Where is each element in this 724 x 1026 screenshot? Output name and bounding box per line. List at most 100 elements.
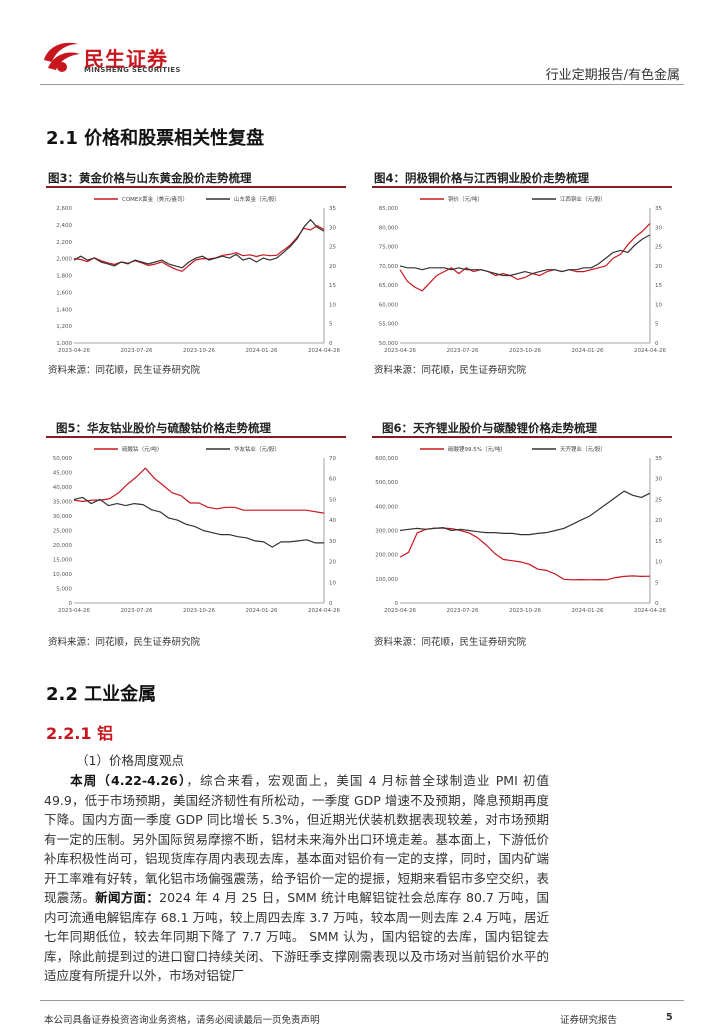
section-title-2-1: 2.1 价格和股票相关性复盘 (46, 128, 265, 149)
chart-copper-vs-jiangxi-copper: 50,000 55,000 60,000 65,000 70,000 75,000 80,0… (379, 195, 667, 354)
y-right-tick-label: 60 (329, 477, 336, 483)
y-left-tick-label: 60,000 (379, 302, 399, 308)
y-right-tick-label: 20 (329, 560, 336, 566)
figure-6-bar (372, 436, 672, 438)
y-left-tick-label: 2,600 (56, 206, 72, 212)
paragraph-lead: 本周（4.22-4.26） (69, 773, 187, 788)
y-right-tick-label: 20 (655, 518, 662, 524)
x-tick-label: 2024-01-26 (246, 608, 278, 614)
figure-4-source: 资料来源：同花顺，民生证券研究院 (374, 365, 527, 376)
x-tick-label: 2023-07-26 (447, 608, 479, 614)
footer-divider (40, 1000, 684, 1001)
y-left-tick-label: 70,000 (379, 264, 399, 270)
footer-report-label: 证券研究报告 (560, 1015, 618, 1026)
x-tick-label: 2023-10-26 (183, 608, 215, 614)
figure-4-title: 图4：阴极铜价格与江西铜业股价走势梳理 (374, 171, 589, 185)
y-left-tick-label: 80,000 (379, 225, 399, 231)
x-tick-label: 2024-04-26 (308, 608, 340, 614)
x-tick-label: 2024-04-26 (308, 348, 340, 354)
y-right-tick-label: 5 (329, 322, 333, 328)
figure-5-bar (46, 436, 346, 438)
y-right-tick-label: 10 (329, 580, 336, 586)
y-left-tick-label: 200,000 (375, 553, 398, 559)
y-right-tick-label: 30 (655, 225, 662, 231)
x-tick-label: 2024-04-26 (634, 608, 666, 614)
y-right-tick-label: 15 (329, 283, 336, 289)
page-number: 5 (666, 1012, 673, 1023)
y-right-tick-label: 50 (329, 497, 336, 503)
footer-disclaimer: 本公司具备证券投资咨询业务资格，请务必阅读最后一页免责声明 (44, 1015, 320, 1026)
x-tick-label: 2023-07-26 (447, 348, 479, 354)
y-left-tick-label: 0 (69, 601, 73, 607)
y-right-tick-label: 35 (655, 456, 662, 462)
y-left-tick-label: 300,000 (375, 529, 398, 535)
y-left-tick-label: 45,000 (53, 471, 73, 477)
logo-en-text: MINSHENG SECURITIES (84, 66, 181, 74)
y-left-tick-label: 35,000 (53, 500, 73, 506)
y-left-tick-label: 75,000 (379, 245, 399, 251)
y-right-tick-label: 0 (329, 341, 333, 347)
series-line (73, 496, 324, 548)
y-left-tick-label: 1,000 (56, 341, 72, 347)
series-line (73, 219, 325, 269)
y-left-tick-label: 55,000 (379, 322, 399, 328)
paragraph-news-label: 新闻方面： (95, 890, 160, 905)
y-left-tick-label: 50,000 (53, 456, 73, 462)
y-right-tick-label: 5 (655, 580, 659, 586)
y-left-tick-label: 100,000 (375, 577, 398, 583)
x-tick-label: 2024-04-26 (634, 348, 666, 354)
x-tick-label: 2023-10-26 (509, 348, 541, 354)
y-left-tick-label: 1,600 (56, 290, 72, 296)
legend-label: 天齐锂业（元/股） (560, 445, 606, 453)
y-left-tick-label: 0 (395, 601, 399, 607)
series-line (399, 527, 651, 581)
legend-label: 华友钴业（元/股） (234, 445, 280, 453)
paragraph-body-2: 2024 年 4 月 25 日，SMM 统计电解铝锭社会总库存 80.7 万吨，… (44, 890, 549, 983)
y-left-tick-label: 40,000 (53, 485, 73, 491)
y-left-tick-label: 30,000 (53, 514, 73, 520)
y-right-tick-label: 20 (329, 264, 336, 270)
series-line (399, 234, 651, 277)
x-tick-label: 2024-01-26 (572, 348, 604, 354)
y-right-tick-label: 40 (329, 518, 336, 524)
x-tick-label: 2023-04-26 (384, 608, 416, 614)
figure-3-bar (46, 186, 346, 188)
y-right-tick-label: 0 (655, 601, 659, 607)
x-tick-label: 2023-10-26 (509, 608, 541, 614)
legend-label: 硫酸钴（元/吨） (122, 445, 162, 453)
x-tick-label: 2023-10-26 (183, 348, 215, 354)
y-left-tick-label: 500,000 (375, 480, 398, 486)
x-tick-label: 2024-01-26 (246, 348, 278, 354)
y-right-tick-label: 0 (329, 601, 333, 607)
y-left-tick-label: 25,000 (53, 529, 73, 535)
y-right-tick-label: 15 (655, 539, 662, 545)
figure-6-title: 图6：天齐锂业股价与碳酸锂价格走势梳理 (382, 421, 597, 435)
figure-4-bar (372, 186, 672, 188)
legend-label: 铜价（元/吨） (448, 195, 483, 203)
y-right-tick-label: 25 (655, 245, 662, 251)
y-right-tick-label: 35 (655, 206, 662, 212)
figure-5-source: 资料来源：同花顺，民生证券研究院 (48, 637, 201, 648)
y-right-tick-label: 25 (655, 497, 662, 503)
y-right-tick-label: 30 (329, 225, 336, 231)
figure-3-title: 图3：黄金价格与山东黄金股价走势梳理 (48, 171, 252, 185)
legend-label: 碳酸锂99.5%（元/吨） (448, 445, 506, 453)
paragraph-body-1: ，综合来看，宏观面上，美国 4 月标普全球制造业 PMI 初值 49.9，低于市… (44, 773, 549, 905)
minsheng-logo-icon (44, 42, 80, 72)
y-left-tick-label: 5,000 (56, 587, 72, 593)
x-tick-label: 2023-04-26 (58, 348, 90, 354)
legend-label: COMEX黄金（美元/盎司） (122, 195, 188, 203)
y-right-tick-label: 30 (329, 539, 336, 545)
y-left-tick-label: 2,400 (56, 223, 72, 229)
series-line (73, 225, 325, 272)
y-right-tick-label: 10 (655, 560, 662, 566)
y-left-tick-label: 10,000 (53, 572, 73, 578)
y-left-tick-label: 2,200 (56, 240, 72, 246)
y-right-tick-label: 0 (655, 341, 659, 347)
section-title-2-2: 2.2 工业金属 (46, 684, 157, 705)
series-line (399, 490, 651, 536)
figure-5-title: 图5：华友钴业股价与硫酸钴价格走势梳理 (56, 421, 271, 435)
y-left-tick-label: 85,000 (379, 206, 399, 212)
y-left-tick-label: 15,000 (53, 558, 73, 564)
y-left-tick-label: 20,000 (53, 543, 73, 549)
